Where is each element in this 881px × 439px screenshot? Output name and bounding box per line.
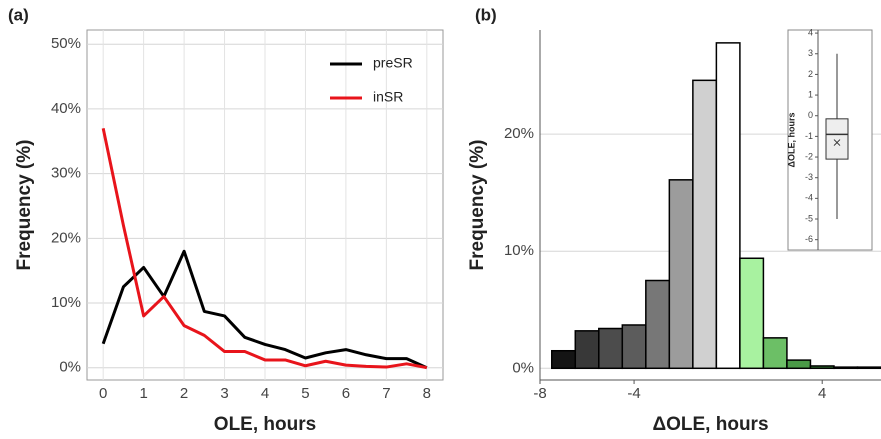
histogram-bar: [715, 42, 741, 370]
y-axis-title: Frequency (%): [14, 140, 35, 271]
x-tick-label: 5: [301, 385, 309, 402]
y-tick-label: 0%: [512, 359, 534, 376]
y-tick-label: 40%: [51, 100, 81, 117]
x-axis-title: ΔOLE, hours: [652, 414, 768, 435]
histogram-bar: [668, 179, 694, 370]
x-tick-label: 4: [818, 385, 826, 402]
y-tick-label: -4: [805, 193, 813, 203]
line-series: [101, 128, 428, 370]
legend-label: inSR: [373, 89, 403, 105]
y-tick-label: 10%: [504, 242, 534, 259]
histogram-bar: [762, 337, 788, 370]
y-tick-label: 1: [808, 89, 813, 99]
mean-marker: [833, 139, 841, 146]
y-tick-label: -1: [805, 131, 813, 141]
histogram-bar: [739, 257, 765, 370]
box: [825, 118, 849, 160]
y-axis-title: Frequency (%): [467, 140, 488, 271]
y-tick-label: 10%: [51, 294, 81, 311]
x-tick-label: 7: [382, 385, 390, 402]
y-tick-label: -5: [805, 213, 813, 223]
x-tick-label: 8: [423, 385, 431, 402]
y-tick-label: -2: [805, 151, 813, 161]
x-tick-label: 1: [139, 385, 147, 402]
histogram-bar: [598, 327, 624, 370]
histogram-bar: [645, 279, 671, 370]
histogram-bar: [856, 366, 881, 370]
histogram-bar: [692, 79, 718, 370]
y-tick-label: -3: [805, 172, 813, 182]
line-series: [101, 249, 428, 370]
y-tick-label: 0%: [59, 359, 81, 376]
histogram-bar: [809, 365, 835, 370]
histogram-bar: [621, 324, 647, 370]
panel-label: (a): [8, 5, 29, 24]
y-tick-label: 3: [808, 48, 813, 58]
y-axis-title: ΔOLE, hours: [786, 113, 796, 168]
y-tick-label: -6: [805, 234, 813, 244]
legend-label: preSR: [373, 55, 413, 71]
panel-label: (b): [475, 5, 497, 24]
histogram-bar: [551, 349, 577, 370]
x-tick-label: 3: [220, 385, 228, 402]
histogram-bar: [786, 359, 812, 370]
y-tick-label: 4: [808, 27, 813, 37]
x-tick-label: 6: [342, 385, 350, 402]
x-axis-title: OLE, hours: [214, 414, 316, 435]
y-tick-label: 20%: [504, 125, 534, 142]
x-tick-label: 2: [180, 385, 188, 402]
y-tick-label: 0: [808, 110, 813, 120]
histogram-bar: [574, 330, 600, 370]
y-tick-label: 2: [808, 69, 813, 79]
x-tick-label: -4: [627, 385, 640, 402]
histogram-bar: [833, 366, 859, 370]
x-tick-label: 0: [99, 385, 107, 402]
x-tick-label: -8: [533, 385, 546, 402]
y-tick-label: 50%: [51, 35, 81, 52]
y-tick-label: 20%: [51, 229, 81, 246]
x-tick-label: 4: [261, 385, 269, 402]
y-tick-label: 30%: [51, 165, 81, 182]
